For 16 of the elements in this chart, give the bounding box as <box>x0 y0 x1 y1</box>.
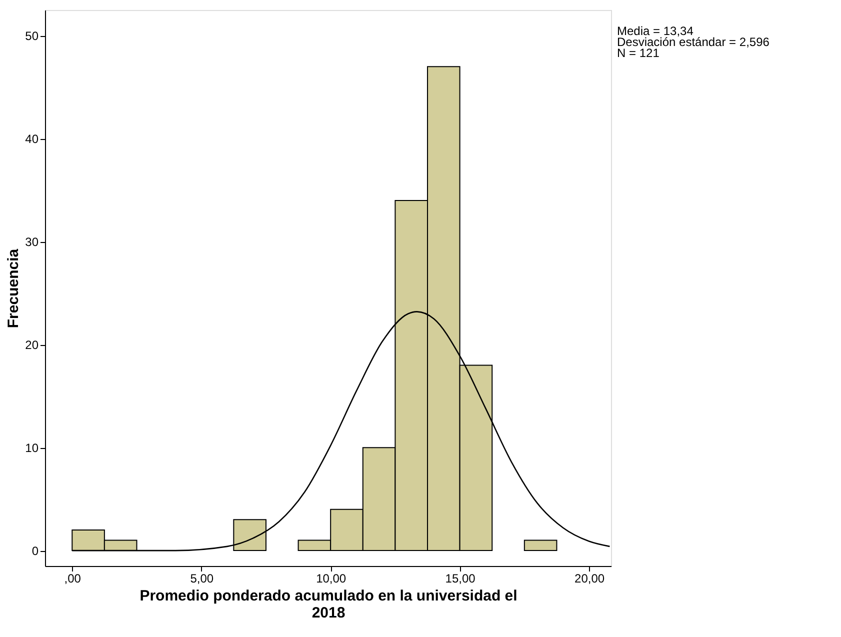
text: Media = 13,34 <box>617 24 694 38</box>
y-tick-label: 40 <box>25 132 39 146</box>
text: Desviación estándar = 2,596 <box>617 35 770 49</box>
x-tick-label: 20,00 <box>574 572 605 586</box>
x-tick-label: 5,00 <box>190 572 214 586</box>
y-tick-label: 0 <box>32 544 39 558</box>
x-tick-label: 10,00 <box>316 572 346 586</box>
y-axis-title: Frecuencia <box>5 248 22 328</box>
y-tick-label: 10 <box>25 441 39 456</box>
x-tick-label: ,00 <box>64 572 82 586</box>
text: N = 121 <box>617 46 660 60</box>
y-tick-label: 50 <box>25 29 39 44</box>
x-axis-title: Promedio ponderado acumulado en la universidad el 2018 <box>140 588 518 622</box>
x-tick-label: 15,00 <box>445 572 476 586</box>
y-tick-label: 20 <box>25 338 39 352</box>
y-tick-label: 30 <box>25 235 39 250</box>
